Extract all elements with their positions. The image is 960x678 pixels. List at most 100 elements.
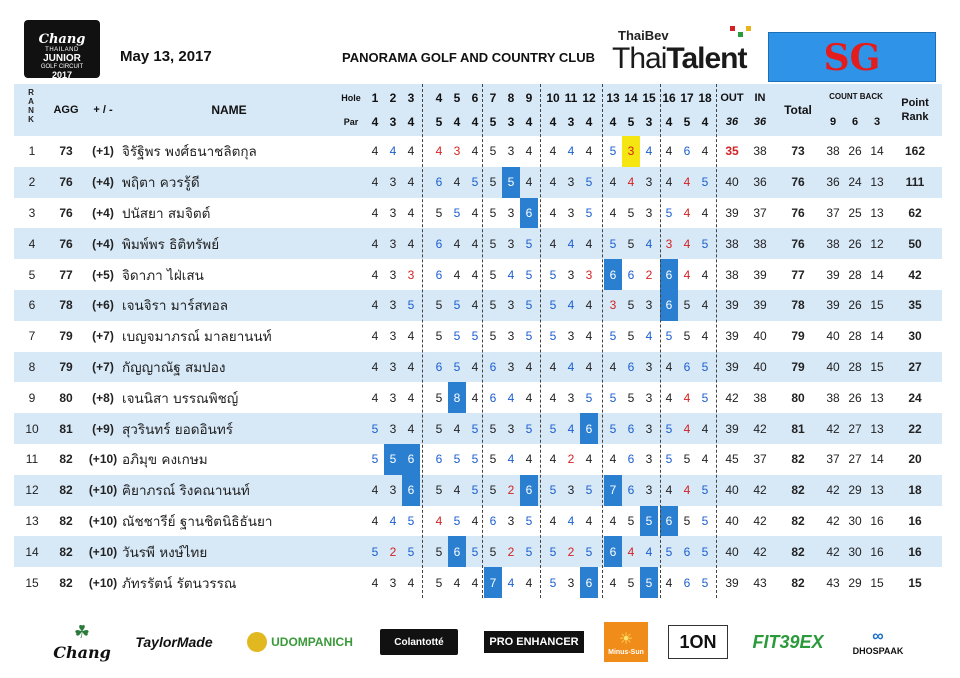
total-cell: 76 [791, 236, 805, 251]
hole-score-9: 5 [525, 421, 533, 436]
rank-cell: 9 [28, 390, 36, 405]
hole-score-4: 4 [435, 144, 443, 159]
countback-3-cell: 14 [870, 329, 884, 344]
hole-score-9: 6 [520, 474, 538, 506]
hole-score-8: 4 [507, 575, 515, 590]
hole-number-4: 4 [435, 91, 443, 105]
point-rank-cell: 20 [908, 452, 922, 467]
hole-score-12: 4 [585, 359, 593, 374]
hole-number-12: 12 [582, 91, 596, 105]
table-row: 10 81 (+9) สุวรินทร์ ยอดอินทร์ 5 3 4 5 4 5 5 3 5 5 4 6 5… [14, 413, 942, 444]
table-row: 6 78 (+6) เจนจิรา มาร์สทอล 4 3 5 5 5 4 5 3 5 5 4 4 3 5 3 6 5… [14, 290, 942, 321]
hole-score-12: 4 [585, 144, 593, 159]
plusminus-cell: (+4) [92, 205, 114, 220]
plusminus-cell: (+8) [92, 390, 114, 405]
hole-score-6: 4 [471, 298, 479, 313]
hole-score-6: 5 [471, 329, 479, 344]
hole-score-16: 6 [660, 259, 678, 290]
player-name: เจนจิรา มาร์สทอล [122, 298, 229, 315]
hole-score-13: 5 [609, 144, 617, 159]
hole-score-14: 6 [627, 359, 635, 374]
point-rank-cell: 18 [908, 483, 922, 498]
rank-cell: 12 [25, 483, 39, 498]
table-header [14, 84, 942, 136]
hole-score-11: 3 [567, 267, 575, 282]
rank-cell: 1 [28, 144, 36, 159]
hole-score-9: 6 [520, 197, 538, 229]
hole-score-6: 5 [471, 452, 479, 467]
rank-cell: 15 [25, 575, 39, 590]
agg-cell: 76 [59, 205, 73, 220]
hole-score-11: 4 [567, 298, 575, 313]
out-cell: 42 [725, 390, 739, 405]
in-par: 36 [753, 116, 767, 128]
hole-score-13: 4 [609, 513, 617, 528]
hole-score-3: 4 [407, 175, 415, 190]
hole-score-6: 5 [471, 483, 479, 498]
total-cell: 79 [791, 329, 805, 344]
countback-9-cell: 37 [826, 205, 840, 220]
hole-score-4: 6 [435, 236, 443, 251]
countback-9-cell: 42 [826, 421, 840, 436]
agg-cell: 77 [59, 267, 73, 282]
hole-score-4: 6 [435, 452, 443, 467]
out-cell: 39 [725, 421, 739, 436]
hole-score-3: 4 [407, 575, 415, 590]
hole-score-9: 5 [525, 329, 533, 344]
hole-score-8: 4 [507, 267, 515, 282]
hole-score-7: 5 [489, 267, 497, 282]
hole-score-9: 5 [525, 236, 533, 251]
hole-score-13: 7 [604, 474, 622, 506]
plusminus-cell: (+10) [88, 513, 118, 528]
total-cell: 82 [791, 544, 805, 559]
point-rank-cell: 42 [908, 267, 922, 282]
hole-score-2: 5 [384, 444, 402, 475]
hole-score-18: 4 [701, 329, 709, 344]
hole-score-16: 3 [665, 236, 673, 251]
hole-score-15: 3 [645, 390, 653, 405]
hole-number-10: 10 [546, 91, 560, 105]
hole-score-8: 3 [507, 329, 515, 344]
in-cell: 40 [753, 359, 767, 374]
hole-score-18: 4 [701, 298, 709, 313]
hole-score-18: 5 [701, 175, 709, 190]
hole-score-8: 3 [507, 513, 515, 528]
in-cell: 38 [753, 390, 767, 405]
table-row: 12 82 (+10) ฅิยาภรณ์ ริงคณานนท์ 4 3 6 5 4 5 5 2 6 5 3 5… [14, 474, 942, 506]
agg-cell: 76 [59, 236, 73, 251]
in-cell: 38 [753, 144, 767, 159]
rank-cell: 11 [25, 452, 39, 467]
hole-score-17: 6 [683, 575, 691, 590]
countback-9-cell: 40 [826, 359, 840, 374]
countback-3-cell: 14 [870, 144, 884, 159]
hole-score-4: 6 [435, 359, 443, 374]
hole-score-10: 4 [549, 144, 557, 159]
agg-cell: 82 [59, 483, 73, 498]
hole-score-8: 5 [502, 166, 520, 198]
hole-score-6: 4 [471, 359, 479, 374]
hole-score-1: 4 [371, 205, 379, 220]
hole-score-14: 4 [627, 175, 635, 190]
hole-score-13: 5 [609, 236, 617, 251]
table-row: 4 76 (+4) พิมพ์พร ธิติทรัพย์ 4 3 4 6 4 4 5 3 5 4 4 4 5 5 4… [14, 228, 942, 260]
player-name: สุวรินทร์ ยอดอินทร์ [122, 421, 234, 438]
hole-score-11: 3 [567, 390, 575, 405]
hole-score-2: 3 [389, 298, 397, 313]
hole-score-13: 5 [609, 390, 617, 405]
out-cell: 39 [725, 329, 739, 344]
hole-score-3: 4 [407, 390, 415, 405]
hole-score-8: 3 [507, 205, 515, 220]
point-rank-cell: 15 [908, 575, 922, 590]
hole-score-4: 5 [435, 205, 443, 220]
agg-header: AGG [53, 104, 79, 116]
hole-score-17: 4 [683, 205, 691, 220]
in-cell: 39 [753, 298, 767, 313]
total-cell: 78 [791, 298, 805, 313]
hole-score-10: 4 [549, 236, 557, 251]
hole-score-3: 5 [407, 298, 415, 313]
player-name: จิรัฐิพร พงศ์ธนาชลิตกุล [122, 144, 257, 161]
hole-score-15: 3 [645, 483, 653, 498]
countback-6-cell: 29 [848, 483, 862, 498]
hole-score-5: 5 [453, 205, 461, 220]
